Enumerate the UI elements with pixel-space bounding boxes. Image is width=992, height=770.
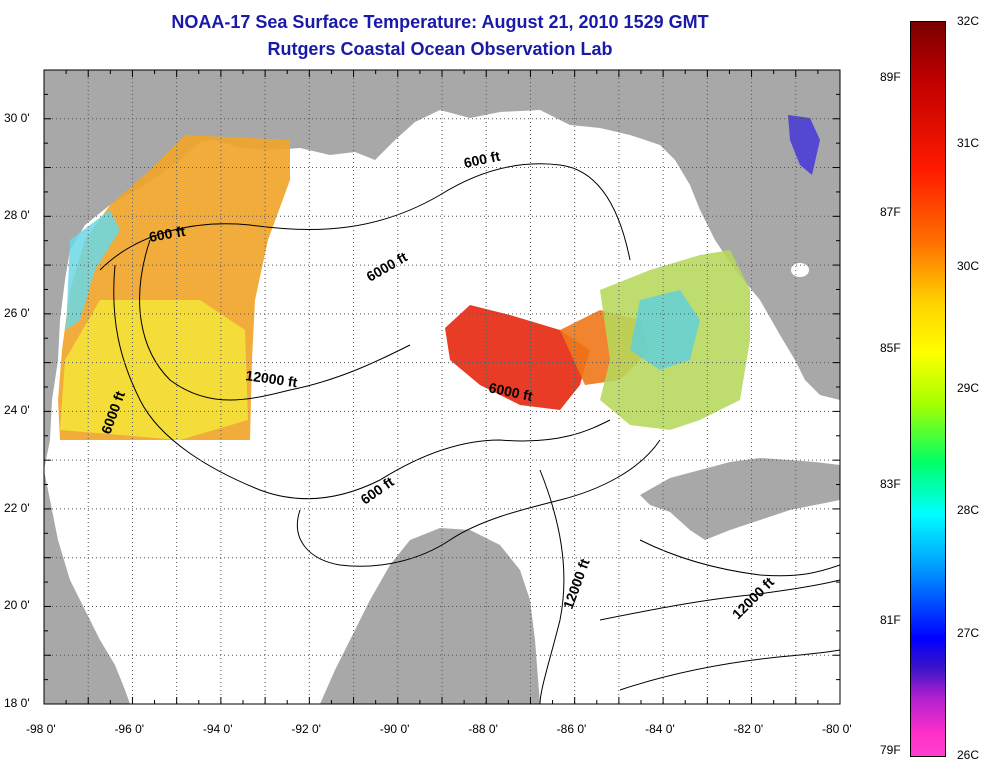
x-axis-label: -98 0' xyxy=(26,722,56,736)
lat-lon-grid xyxy=(44,70,840,704)
x-axis-label: -84 0' xyxy=(645,722,675,736)
colorbar-celsius-label: 26C xyxy=(957,748,980,762)
y-axis-label: 24 0' xyxy=(4,403,30,418)
colorbar-celsius-label: 32C xyxy=(957,14,980,28)
x-axis-label: -88 0' xyxy=(468,722,498,736)
sst-patch-central xyxy=(445,305,590,410)
land-cuba xyxy=(640,458,840,540)
land-yucatan xyxy=(320,528,540,704)
colorbar-celsius-label: 29C xyxy=(957,381,980,395)
sst-patch-west-yellow xyxy=(60,300,248,440)
y-axis-label: 28 0' xyxy=(4,208,30,223)
y-axis-label: 22 0' xyxy=(4,500,30,515)
colorbar-celsius-label: 27C xyxy=(957,625,980,640)
land-mexico xyxy=(44,470,130,704)
y-axis-label: 20 0' xyxy=(4,598,30,613)
temperature-colorbar xyxy=(910,21,946,757)
colorbar-fahrenheit-label: 81F xyxy=(880,613,901,627)
x-axis-label: -92 0' xyxy=(291,722,321,736)
sst-patch-east-cyan xyxy=(630,290,700,370)
x-axis-label: -80 0' xyxy=(822,722,852,736)
land-isla-juventud xyxy=(702,520,722,536)
y-axis-label: 26 0' xyxy=(4,305,30,320)
colorbar-fahrenheit-label: 83F xyxy=(880,477,901,491)
y-axis-label: 30 0' xyxy=(4,110,30,125)
colorbar-fahrenheit-label: 85F xyxy=(880,341,901,355)
contour-label-600-north: 600 ft xyxy=(462,148,501,171)
colorbar-fahrenheit-label: 89F xyxy=(880,70,901,84)
map-subtitle: Rutgers Coastal Ocean Observation Lab xyxy=(267,39,613,59)
x-axis-label: -82 0' xyxy=(733,722,764,736)
x-axis-label: -86 0' xyxy=(556,722,587,736)
colorbar-fahrenheit-label: 87F xyxy=(880,205,901,219)
colorbar-celsius-label: 31C xyxy=(957,136,980,151)
colorbar-fahrenheit-label: 79F xyxy=(880,743,901,757)
y-axis-label: 18 0' xyxy=(4,696,30,710)
colorbar-celsius-label: 30C xyxy=(957,258,980,273)
contour-label-600-west: 600 ft xyxy=(148,223,187,245)
x-axis-label: -90 0' xyxy=(379,722,410,736)
map-title: NOAA-17 Sea Surface Temperature: August … xyxy=(171,12,709,32)
x-axis-label: -94 0' xyxy=(202,722,233,736)
x-axis-label: -96 0' xyxy=(114,722,145,736)
sst-patch-west-cyan xyxy=(66,210,120,330)
axis-ticks xyxy=(43,69,841,705)
contour-label-12000-west: 12000 ft xyxy=(245,367,299,390)
colorbar-celsius-label: 28C xyxy=(957,503,980,518)
depth-contours xyxy=(99,163,840,704)
